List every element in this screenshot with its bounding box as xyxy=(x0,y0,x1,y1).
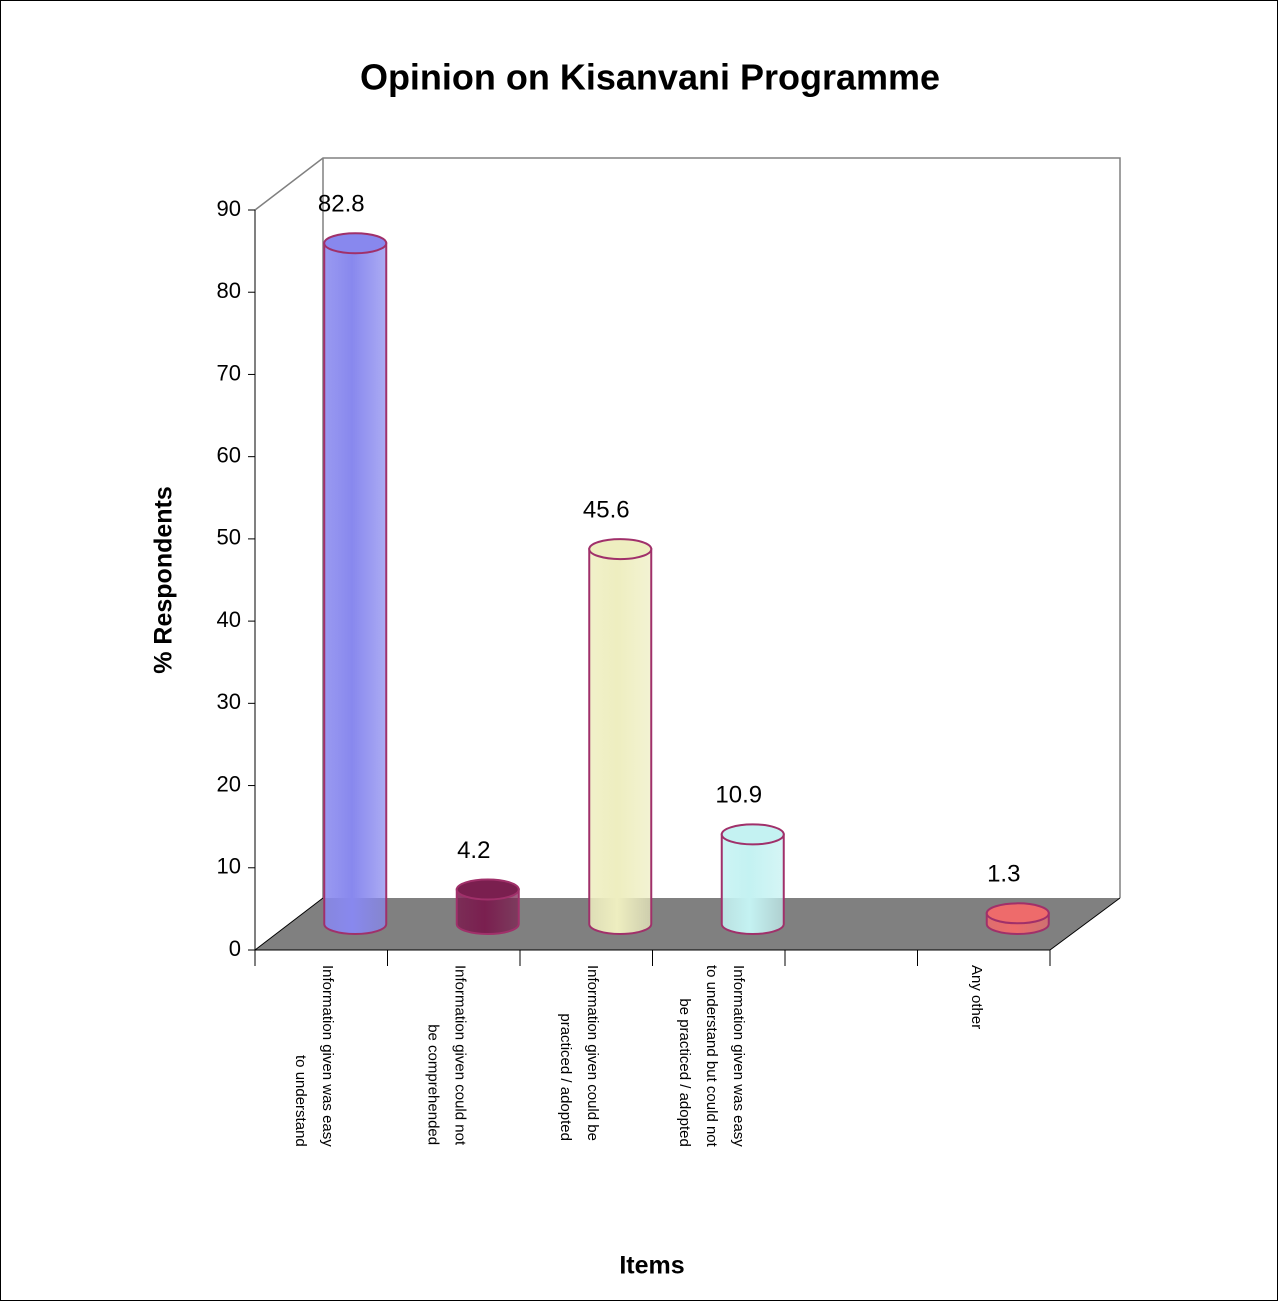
x-axis-title: Items xyxy=(619,1252,684,1280)
bar xyxy=(720,833,785,935)
x-tick-label: Any other xyxy=(968,965,985,1029)
data-label: 4.2 xyxy=(457,837,490,864)
data-label: 82.8 xyxy=(318,191,365,218)
floor-edge xyxy=(254,897,324,951)
y-tick-label: 80 xyxy=(217,278,241,303)
floor-edge xyxy=(1049,897,1121,951)
bar-top xyxy=(720,823,785,846)
bar-top xyxy=(455,878,520,901)
bar xyxy=(455,888,520,935)
data-label: 10.9 xyxy=(715,782,762,809)
y-tick-label: 40 xyxy=(217,607,241,632)
data-label: 1.3 xyxy=(987,861,1020,888)
y-tick-label: 70 xyxy=(217,360,241,385)
y-tick-label: 50 xyxy=(217,525,241,550)
y-axis-title: % Respondents xyxy=(150,486,178,674)
bar xyxy=(323,242,388,935)
y-tick-label: 90 xyxy=(217,196,241,221)
x-tick-label: Information given could bepracticed / ad… xyxy=(557,965,601,1141)
wall-outline xyxy=(254,157,1121,898)
chart-title: Opinion on Kisanvani Programme xyxy=(360,57,940,98)
bar-top xyxy=(588,538,653,561)
bar-top xyxy=(985,902,1050,925)
x-tick-label: Information given was easyto understand xyxy=(292,965,336,1147)
x-tick-label: Information given was easyto understand … xyxy=(676,965,747,1148)
y-tick-label: 0 xyxy=(229,936,241,961)
y-tick-label: 10 xyxy=(217,854,241,879)
y-tick-label: 60 xyxy=(217,442,241,467)
bar xyxy=(588,548,653,935)
x-tick-label: Information given could notbe comprehend… xyxy=(424,965,468,1146)
y-tick-label: 20 xyxy=(217,771,241,796)
data-label: 45.6 xyxy=(583,496,630,523)
y-tick-label: 30 xyxy=(217,689,241,714)
bar-top xyxy=(323,232,388,255)
